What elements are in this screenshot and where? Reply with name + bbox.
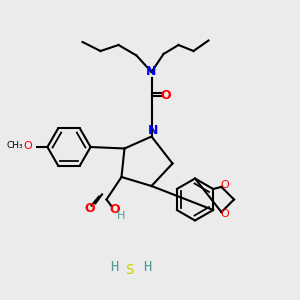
Text: O: O (220, 208, 230, 219)
Text: N: N (148, 124, 158, 137)
Text: O: O (160, 89, 171, 103)
Text: H: H (116, 211, 125, 221)
Text: O: O (220, 180, 230, 190)
Text: O: O (84, 202, 95, 215)
Text: H: H (143, 260, 151, 274)
Text: H: H (110, 260, 118, 274)
Text: S: S (126, 263, 135, 277)
Text: O: O (109, 203, 120, 216)
Text: CH₃: CH₃ (6, 141, 23, 150)
Text: O: O (23, 140, 32, 151)
Text: N: N (146, 65, 157, 79)
